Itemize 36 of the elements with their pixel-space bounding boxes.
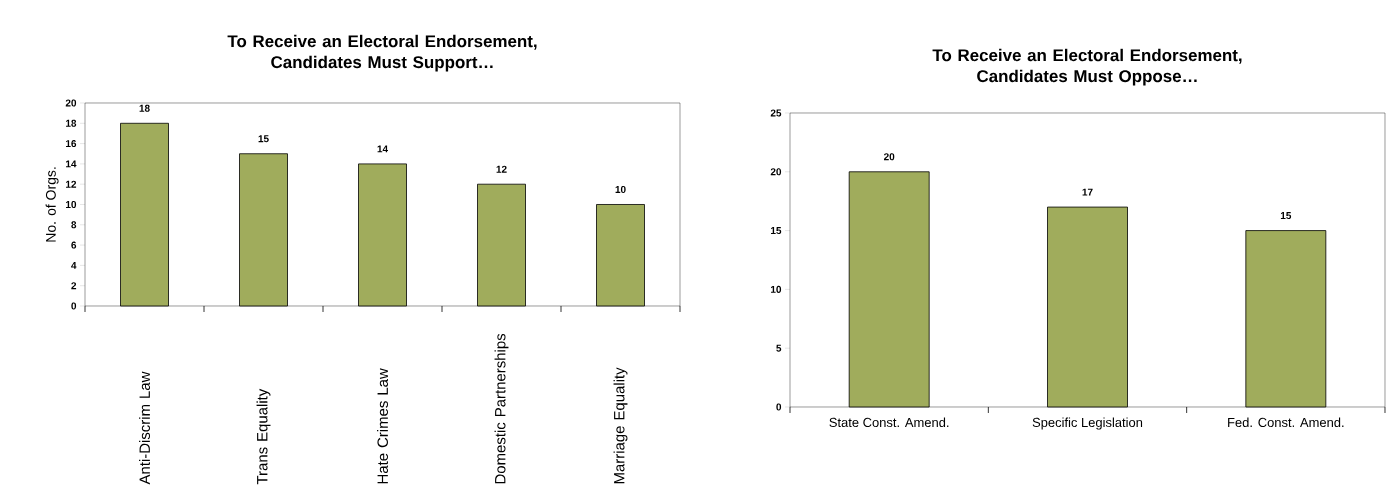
y-tick-label: 25 <box>770 109 782 117</box>
y-tick-label: 5 <box>776 344 782 352</box>
y-tick-label: 18 <box>66 119 77 127</box>
y-tick-label: 16 <box>66 140 77 148</box>
data-label: 17 <box>1082 188 1093 196</box>
chart-title: To Receive an Electoral Endorsement, Candidates Must Oppose… <box>932 48 1242 86</box>
y-tick-label: 10 <box>66 201 77 209</box>
x-tick-label: Anti-Discrim Law <box>139 371 150 485</box>
y-tick-label: 2 <box>71 282 77 290</box>
chart-title: To Receive an Electoral Endorsement, Candidates Must Support… <box>227 34 537 72</box>
y-tick-label: 20 <box>770 168 782 176</box>
x-tick-label: State Const. Amend. <box>829 417 949 428</box>
x-tick-label: Specific Legislation <box>1032 417 1143 430</box>
data-label: 15 <box>1280 212 1292 220</box>
y-tick-label: 14 <box>66 160 77 168</box>
y-tick-label: 12 <box>66 180 77 188</box>
x-tick-label: Marriage Equality <box>613 367 628 484</box>
y-tick-label: 15 <box>771 227 782 235</box>
data-label: 10 <box>615 186 626 194</box>
data-label: 18 <box>139 104 150 112</box>
data-label: 20 <box>883 153 895 161</box>
y-tick-label: 6 <box>71 241 77 249</box>
y-tick-label: 4 <box>71 262 77 269</box>
y-tick-label: 20 <box>65 99 77 107</box>
y-axis-title: No. of Orgs. <box>45 167 59 242</box>
y-tick-label: 0 <box>776 403 782 411</box>
y-tick-label: 8 <box>71 221 77 229</box>
data-label: 15 <box>258 135 269 143</box>
x-tick-label: Fed. Const. Amend. <box>1228 417 1344 428</box>
y-tick-label: 0 <box>71 302 77 310</box>
x-tick-label: Trans Equality <box>256 388 271 485</box>
x-tick-label: Hate Crimes Law <box>377 368 388 484</box>
x-tick-label: Domestic Partnerships <box>494 334 509 484</box>
data-label: 12 <box>496 165 507 173</box>
data-label: 14 <box>377 145 388 153</box>
y-tick-label: 10 <box>771 285 782 293</box>
